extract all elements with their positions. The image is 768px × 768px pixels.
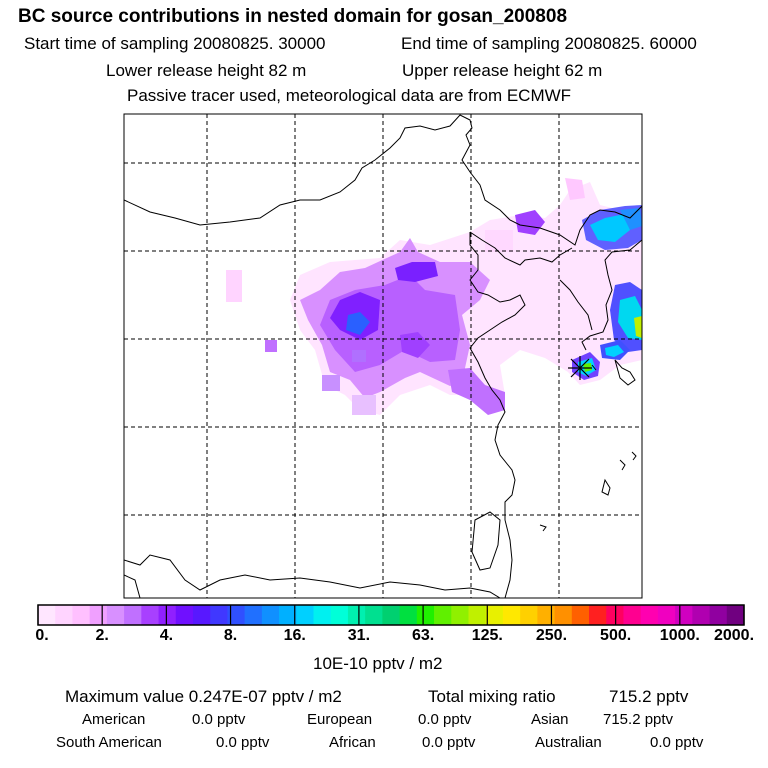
colorbar-swatch	[502, 605, 521, 625]
colorbar-swatch	[537, 605, 555, 625]
tracer-note: Passive tracer used, meteorological data…	[127, 86, 572, 105]
colorbar-tick-label: 125.	[471, 627, 503, 644]
colorbar-swatch	[296, 605, 314, 625]
south-american-label: South American	[56, 734, 162, 751]
colorbar-swatch	[38, 605, 56, 625]
colorbar-swatch	[468, 605, 487, 625]
colorbar-swatch	[158, 605, 177, 625]
american-label: American	[82, 711, 146, 728]
colorbar-frame	[37, 604, 745, 626]
colorbar-swatch	[89, 605, 108, 625]
map-gridlines	[124, 114, 642, 598]
colorbar-tick-label: 2.	[95, 627, 109, 644]
colorbar-swatch	[227, 605, 246, 625]
colorbar-swatch	[485, 605, 504, 625]
colorbar-swatch	[330, 605, 349, 625]
colorbar-swatch	[589, 605, 607, 625]
colorbar-units: 10E-10 pptv / m2	[313, 654, 443, 673]
map-title: BC source contributions in nested domain…	[18, 6, 568, 27]
colorbar-swatch	[347, 605, 366, 625]
colorbar-swatch	[554, 605, 573, 625]
asian-value: 715.2 pptv	[603, 711, 674, 728]
colorbar-tick-label: 250.	[535, 627, 568, 644]
colorbar-swatch	[726, 605, 745, 625]
colorbar-swatch	[141, 605, 159, 625]
colorbar-swatch	[451, 605, 469, 625]
african-value: 0.0 pptv	[422, 734, 476, 751]
australian-value: 0.0 pptv	[650, 734, 704, 751]
colorbar-swatch	[175, 605, 194, 625]
lower-release-height: Lower release height 82 m	[106, 61, 307, 80]
colorbar-swatch	[571, 605, 590, 625]
plume-field	[226, 178, 642, 415]
release-site-marker	[568, 356, 592, 380]
colorbar-tick-label: 63.	[411, 627, 435, 644]
colorbar-swatch	[106, 605, 125, 625]
european-value: 0.0 pptv	[418, 711, 472, 728]
european-label: European	[307, 711, 373, 728]
colorbar-swatch	[692, 605, 710, 625]
colorbar-swatch	[365, 605, 383, 625]
maximum-value: Maximum value 0.247E-07 pptv / m2	[65, 687, 342, 706]
colorbar-tick-label: 500.	[600, 627, 632, 644]
map-frame	[123, 113, 643, 599]
colorbar-swatch	[434, 605, 452, 625]
american-value: 0.0 pptv	[192, 711, 246, 728]
start-time: Start time of sampling 20080825. 30000	[24, 34, 326, 53]
asian-label: Asian	[531, 711, 569, 728]
colorbar-swatch	[640, 605, 659, 625]
south-american-value: 0.0 pptv	[216, 734, 270, 751]
coastlines	[124, 114, 642, 598]
african-label: African	[329, 734, 376, 751]
colorbar-tick-label: 8.	[223, 627, 238, 644]
colorbar-tick-label: 4.	[159, 627, 174, 644]
colorbar-swatch	[416, 605, 435, 625]
colorbar-swatch	[124, 605, 142, 625]
upper-release-height: Upper release height 62 m	[402, 61, 603, 80]
colorbar-swatch	[382, 605, 401, 625]
colorbar-tick-label: 0.	[35, 627, 49, 644]
total-mixing-ratio-label: Total mixing ratio	[428, 687, 556, 706]
colorbar-swatch	[657, 605, 676, 625]
colorbar-swatch	[313, 605, 332, 625]
colorbar-tick-label: 16.	[283, 627, 306, 644]
colorbar-swatch	[623, 605, 642, 625]
end-time: End time of sampling 20080825. 60000	[401, 34, 697, 53]
colorbar-swatch	[210, 605, 228, 625]
total-mixing-ratio-value: 715.2 pptv	[609, 687, 689, 706]
colorbar-swatch	[675, 605, 693, 625]
colorbar-swatch	[399, 605, 418, 625]
colorbar-swatch	[279, 605, 297, 625]
colorbar-tick-label: 1000.	[659, 627, 700, 644]
colorbar	[37, 604, 745, 626]
colorbar-tick-label: 2000.	[713, 627, 755, 644]
colorbar-swatch	[709, 605, 728, 625]
colorbar-swatch	[261, 605, 280, 625]
colorbar-tick-label: 31.	[347, 627, 371, 644]
colorbar-swatch	[244, 605, 263, 625]
colorbar-swatch	[55, 605, 73, 625]
australian-label: Australian	[535, 734, 602, 751]
colorbar-swatch	[520, 605, 538, 625]
colorbar-swatch	[192, 605, 211, 625]
colorbar-swatch	[72, 605, 91, 625]
